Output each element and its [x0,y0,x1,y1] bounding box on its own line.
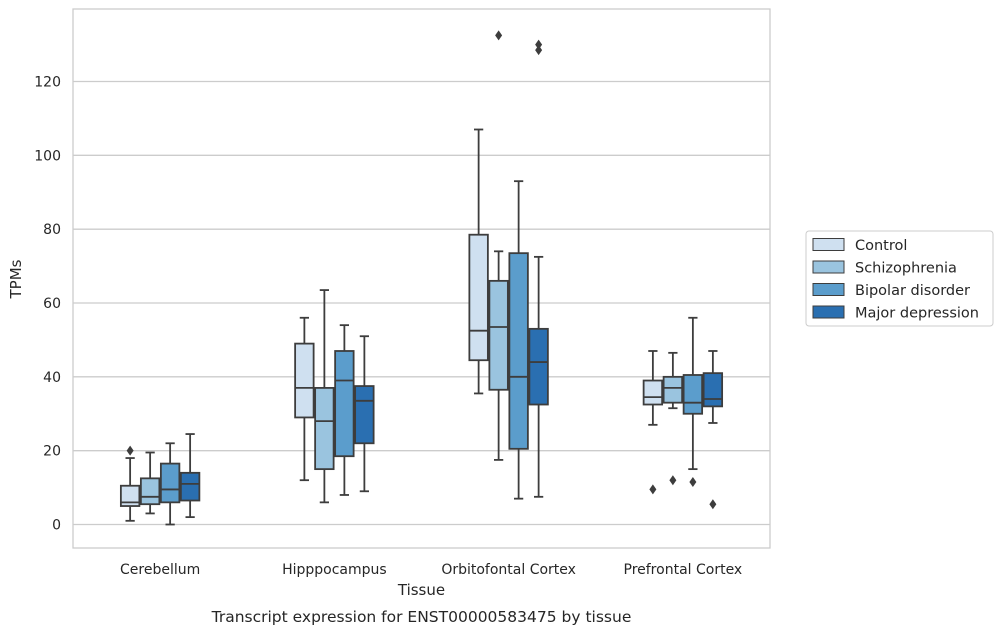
box-control [119,445,141,522]
figure-caption: Transcript expression for ENST0000058347… [211,608,632,626]
y-tick-label: 40 [43,370,61,386]
x-tick-label: Orbitofontal Cortex [441,562,576,578]
box-major-depression [179,433,201,519]
outlier-point [689,477,697,488]
iqr-box [334,350,355,458]
outlier-point [709,499,717,510]
box-schizophrenia [488,30,509,461]
x-axis-label: Tissue [397,581,445,599]
box-bipolar-disorder [159,442,181,526]
y-tick-label: 0 [52,518,61,534]
x-tick-label: Hipppocampus [282,562,387,578]
y-axis-label: TPMs [7,259,25,299]
gridlines [73,80,770,526]
y-tick-label: 120 [34,75,61,91]
iqr-box [682,374,704,415]
x-tick-label: Prefrontal Cortex [624,562,743,578]
iqr-box [662,375,684,404]
x-tick-label: Cerebellum [120,562,200,578]
legend: Control Schizophrenia Bipolar disorder Majo… [805,230,994,327]
box-schizophrenia [314,289,335,504]
box-major-depression [528,39,549,498]
y-tick-label: 100 [34,148,61,164]
iqr-box [294,342,315,419]
iqr-box [642,379,664,406]
iqr-box [159,462,181,504]
box-bipolar-disorder [334,324,355,496]
legend-swatch [812,283,845,296]
legend-swatch [812,305,845,319]
legend-label: Bipolar disorder [855,283,970,299]
outlier-point [649,484,657,495]
box-schizophrenia [662,351,684,486]
iqr-box [354,385,375,445]
y-tick-label: 80 [43,222,61,238]
iqr-box [119,484,141,507]
box-major-depression [702,350,724,510]
box-control [294,316,315,482]
y-tick-labels: 0 20 40 60 80 100 120 [34,75,61,534]
y-tick-label: 20 [43,444,61,460]
outlier-point [669,475,677,486]
iqr-box [702,372,724,408]
iqr-box [468,233,489,362]
plot-frame [72,8,771,549]
box-major-depression [354,335,375,493]
iqr-box [508,252,529,450]
iqr-box [179,471,201,502]
outlier-point [535,39,543,50]
box-bipolar-disorder [682,316,704,488]
box-bipolar-disorder [508,180,529,500]
iqr-box [314,387,335,471]
legend-label: Control [855,238,907,254]
iqr-box [139,477,161,506]
box-control [468,128,489,395]
iqr-box [488,279,509,391]
y-tick-label: 60 [43,296,61,312]
legend-swatch [812,260,845,274]
outlier-point [126,445,134,456]
legend-swatch [812,238,845,251]
box-control [642,350,664,495]
legend-label: Major depression [855,306,979,322]
outlier-point [495,30,503,41]
boxes [119,30,724,526]
x-tick-labels: Cerebellum Hipppocampus Orbitofontal Corte… [120,562,742,578]
iqr-box [528,327,549,406]
box-schizophrenia [139,451,161,515]
outlier-point [535,45,543,56]
legend-label: Schizophrenia [855,261,957,277]
legend-frame [805,230,994,327]
